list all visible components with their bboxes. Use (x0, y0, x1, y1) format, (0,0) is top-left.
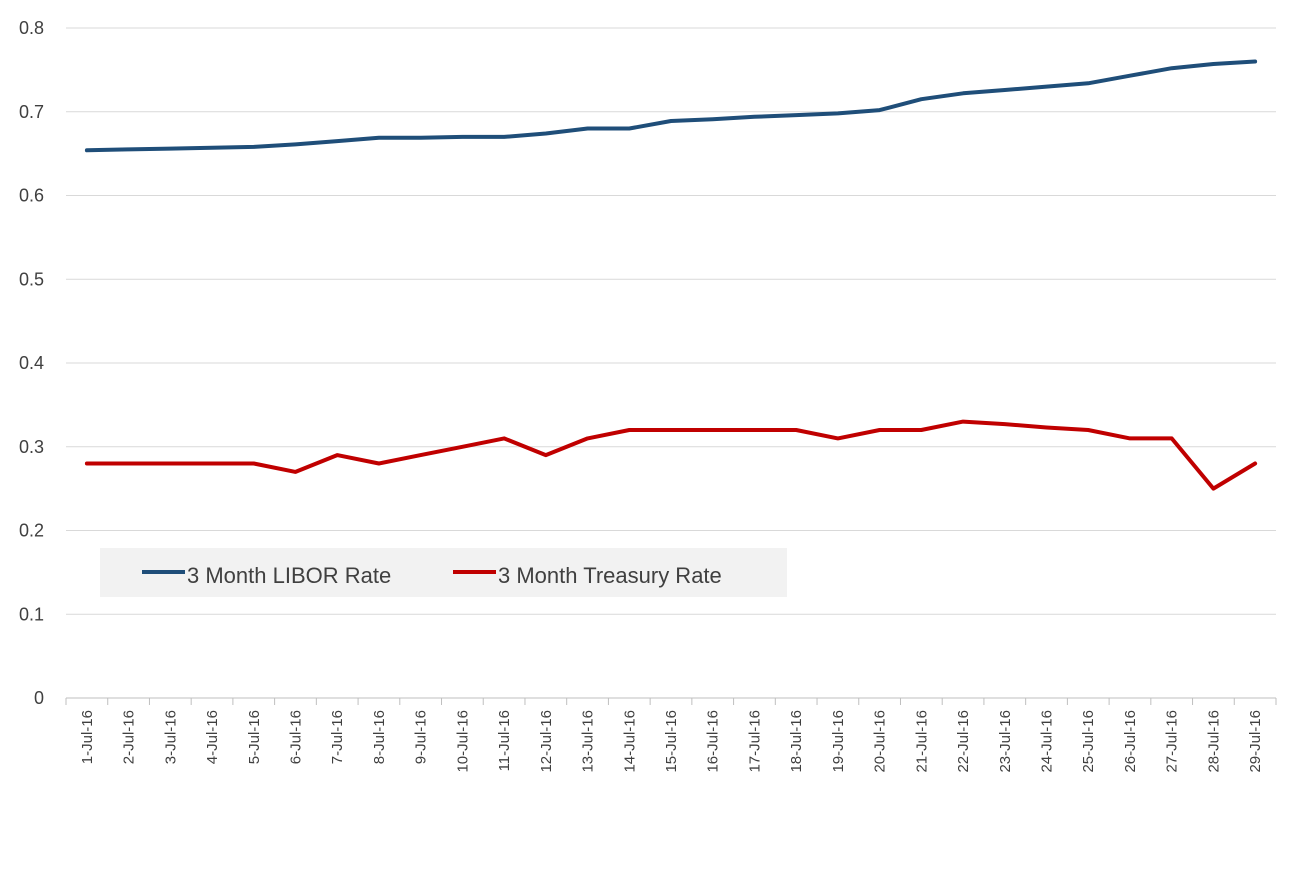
x-tick-label: 10-Jul-16 (454, 710, 471, 773)
y-tick-label: 0.1 (19, 604, 44, 624)
x-tick-label: 15-Jul-16 (663, 710, 680, 773)
series-line-treasury (84, 419, 1258, 491)
x-tick-label: 14-Jul-16 (621, 710, 638, 773)
x-tick-label: 21-Jul-16 (913, 710, 930, 773)
x-tick-label: 9-Jul-16 (413, 710, 430, 764)
y-axis-ticks: 0 0.1 0.2 0.3 0.4 0.5 0.6 0.7 0.8 (19, 18, 44, 708)
y-tick-label: 0.7 (19, 102, 44, 122)
x-tick-label: 8-Jul-16 (371, 710, 388, 764)
x-tick-label: 1-Jul-16 (79, 710, 96, 764)
x-axis: 1-Jul-16 2-Jul-16 3-Jul-16 4-Jul-16 5-Jul-16… (65, 697, 1277, 773)
y-tick-label: 0.8 (19, 18, 44, 38)
series-line-libor (84, 59, 1258, 153)
x-tick-label: 7-Jul-16 (329, 710, 346, 764)
legend-label-libor: 3 Month LIBOR Rate (187, 563, 391, 588)
x-tick-label: 22-Jul-16 (955, 710, 972, 773)
y-tick-label: 0.2 (19, 521, 44, 541)
x-tick-label: 2-Jul-16 (121, 710, 138, 764)
x-tick-label: 24-Jul-16 (1039, 710, 1056, 773)
x-tick-label: 29-Jul-16 (1247, 710, 1264, 773)
legend-label-treasury: 3 Month Treasury Rate (498, 563, 722, 588)
x-tick-label: 27-Jul-16 (1164, 710, 1181, 773)
legend-background (100, 548, 787, 597)
x-tick-label: 17-Jul-16 (746, 710, 763, 773)
x-tick-label: 12-Jul-16 (538, 710, 555, 773)
x-tick-label: 20-Jul-16 (872, 710, 889, 773)
x-tick-label: 18-Jul-16 (788, 710, 805, 773)
x-tick-label: 6-Jul-16 (287, 710, 304, 764)
x-tick-label: 3-Jul-16 (162, 710, 179, 764)
gridlines (66, 27, 1276, 615)
x-tick-label: 19-Jul-16 (830, 710, 847, 773)
x-tick-label: 23-Jul-16 (997, 710, 1014, 773)
series-lines (84, 59, 1258, 491)
legend: 3 Month LIBOR Rate 3 Month Treasury Rate (100, 548, 787, 597)
x-tick-label: 11-Jul-16 (496, 710, 513, 771)
y-tick-label: 0 (34, 688, 44, 708)
x-tick-label: 26-Jul-16 (1122, 710, 1139, 773)
x-tick-label: 16-Jul-16 (705, 710, 722, 773)
y-tick-label: 0.6 (19, 186, 44, 206)
x-tick-label: 5-Jul-16 (246, 710, 263, 764)
x-tick-label: 13-Jul-16 (580, 710, 597, 773)
x-tick-label: 25-Jul-16 (1080, 710, 1097, 773)
x-tick-label: 4-Jul-16 (204, 710, 221, 764)
y-tick-label: 0.4 (19, 353, 44, 373)
y-tick-label: 0.5 (19, 269, 44, 289)
x-tick-label: 28-Jul-16 (1205, 710, 1222, 773)
y-tick-label: 0.3 (19, 437, 44, 457)
